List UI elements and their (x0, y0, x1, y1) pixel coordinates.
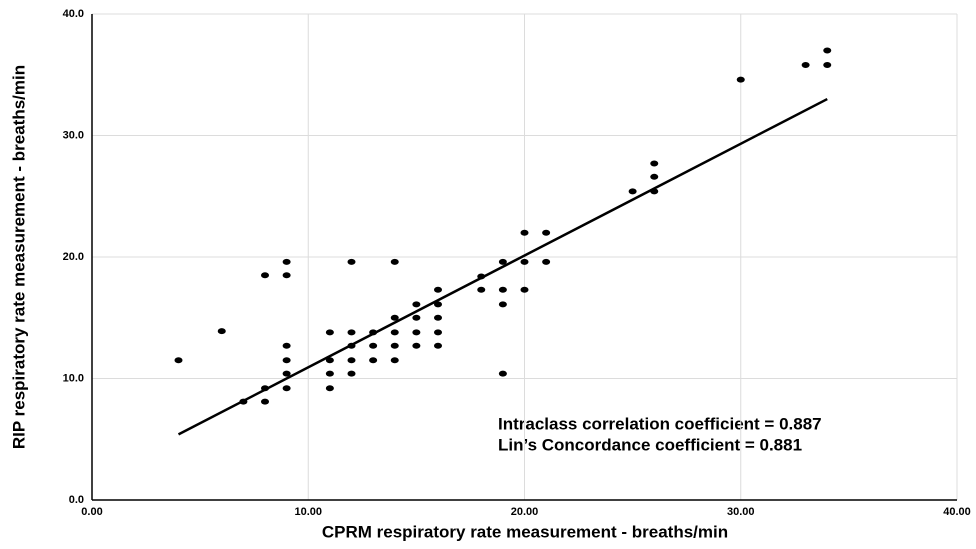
data-point (282, 258, 291, 265)
data-point (369, 357, 378, 364)
x-tick-label: 20.00 (511, 506, 539, 518)
data-point (390, 258, 399, 265)
y-tick-label: 30.0 (63, 129, 84, 141)
data-point (412, 314, 421, 321)
data-point (823, 47, 832, 54)
data-point (542, 229, 551, 236)
data-point (347, 329, 356, 336)
data-point (650, 173, 659, 180)
data-point (412, 342, 421, 349)
x-axis-title: CPRM respiratory rate measurement - brea… (322, 522, 728, 541)
data-point (282, 357, 291, 364)
data-point (498, 370, 507, 377)
data-point (174, 357, 183, 364)
y-tick-label: 10.0 (63, 372, 84, 384)
data-point (261, 398, 269, 405)
data-point (325, 385, 334, 392)
data-point (434, 314, 442, 321)
data-point (542, 258, 551, 265)
x-tick-label: 10.00 (294, 506, 322, 518)
data-point (434, 286, 442, 293)
data-point (390, 314, 399, 321)
data-point (325, 370, 334, 377)
data-point (325, 357, 334, 364)
x-tick-label: 30.00 (727, 506, 755, 518)
data-point (434, 342, 442, 349)
data-point (282, 272, 291, 279)
trend-line (177, 97, 828, 436)
data-point (412, 329, 421, 336)
data-point (347, 370, 356, 377)
data-point (628, 188, 637, 195)
data-point (217, 328, 226, 335)
data-point (498, 258, 507, 265)
data-point (434, 329, 442, 336)
y-axis-title: RIP respiratory rate measurement - breat… (9, 65, 28, 449)
data-point (498, 301, 507, 308)
data-point (282, 370, 291, 377)
data-point (477, 286, 486, 293)
data-point (390, 329, 399, 336)
data-point (801, 62, 810, 69)
data-point (390, 342, 399, 349)
data-point (347, 258, 356, 265)
data-point (412, 301, 421, 308)
data-point (520, 229, 529, 236)
data-point (520, 286, 529, 293)
data-point (369, 342, 378, 349)
data-point (434, 301, 442, 308)
data-point (823, 62, 832, 69)
y-tick-label: 40.0 (63, 8, 84, 20)
data-point (390, 357, 399, 364)
data-point (282, 385, 291, 392)
x-tick-label: 0.00 (81, 506, 102, 518)
data-point (650, 160, 659, 167)
data-point (325, 329, 334, 336)
annotation: Intraclass correlation coefficient = 0.8… (498, 414, 822, 433)
data-point (261, 272, 269, 279)
y-tick-label: 20.0 (63, 251, 84, 263)
data-point (498, 286, 507, 293)
data-point (282, 342, 291, 349)
data-point (736, 76, 745, 83)
x-tick-label: 40.00 (943, 506, 971, 518)
annotation: Lin’s Concordance coefficient = 0.881 (498, 435, 802, 454)
data-point (347, 357, 356, 364)
data-point (520, 258, 529, 265)
y-tick-label: 0.0 (69, 494, 84, 506)
